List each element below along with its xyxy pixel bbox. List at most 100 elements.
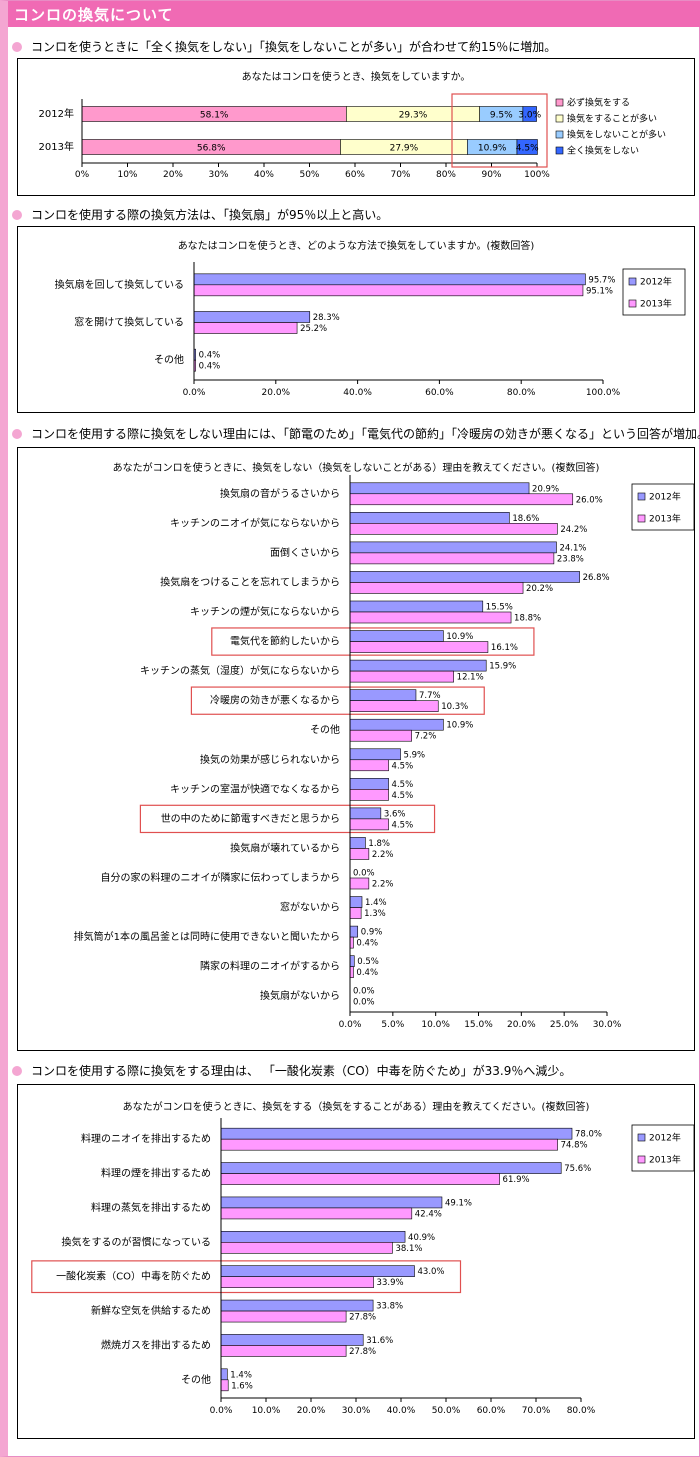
category-label: 換気の効果が感じられないから xyxy=(200,753,340,766)
data-label: 29.3% xyxy=(399,111,428,121)
bar-2013 xyxy=(349,700,439,712)
category-label: 換気をするのが習慣になっている xyxy=(62,1235,212,1248)
bar-2013 xyxy=(349,523,558,535)
tick-label: 25.0% xyxy=(550,1020,579,1030)
data-label: 95.1% xyxy=(586,286,613,296)
bar-2013 xyxy=(220,1345,347,1357)
legend-label: 2012年 xyxy=(649,491,681,503)
bullet-icon xyxy=(12,210,22,220)
legend-swatch xyxy=(637,514,646,523)
category-label: 排気筒が1本の風呂釜とは同時に使用できないと聞いたから xyxy=(74,930,340,943)
data-label: 7.7% xyxy=(419,691,441,701)
bar-segment xyxy=(516,139,538,155)
data-label: 5.9% xyxy=(404,750,426,760)
chart-panel-3: あなたがコンロを使うときに、換気をしない（換気をしないことがある）理由を教えてく… xyxy=(17,447,695,1051)
data-label: 15.9% xyxy=(489,662,516,672)
category-label: 隣家の料理のニオイがするから xyxy=(200,960,340,973)
category-label: 換気扇をつけることを忘れてしまうから xyxy=(160,575,340,588)
data-label: 0.4% xyxy=(356,939,378,949)
data-label: 10.9% xyxy=(446,632,473,642)
data-label: 0.9% xyxy=(361,928,383,938)
bar-2013 xyxy=(349,759,389,772)
category-label: 換気扇がないから xyxy=(260,989,340,1002)
bar-2012 xyxy=(349,837,366,849)
data-label: 2.2% xyxy=(372,880,394,890)
section-heading-text: コンロを使用する際に換気をしない理由には、「節電のため」「電気代の節約」「冷暖房… xyxy=(31,427,700,441)
data-label: 27.8% xyxy=(349,1313,376,1323)
data-label: 75.6% xyxy=(564,1164,591,1174)
data-label: 15.5% xyxy=(486,603,513,613)
category-label: 窓を開けて換気している xyxy=(74,316,184,329)
legend-swatch xyxy=(555,146,564,155)
chart-title: あなたがコンロを使うときに、換気をする（換気をすることがある）理由を教えてくださ… xyxy=(122,1102,590,1113)
legend-label: 2013年 xyxy=(649,513,681,525)
data-label: 10.9% xyxy=(478,144,507,154)
bar-2012 xyxy=(349,630,444,642)
bar-2013 xyxy=(220,1276,374,1288)
bar-2012 xyxy=(349,896,363,908)
data-label: 23.8% xyxy=(557,554,584,564)
section-heading-text: コンロを使用する際に換気をする理由は、 「一酸化炭素（CO）中毒を防ぐため」が3… xyxy=(31,1064,572,1078)
tick-label: 80.0% xyxy=(507,388,536,398)
bar-2013 xyxy=(220,1242,393,1254)
data-label: 9.5% xyxy=(490,111,513,121)
data-label: 4.5% xyxy=(392,761,414,771)
category-label: キッチンのニオイが気にならないから xyxy=(170,516,340,529)
bar-2012 xyxy=(220,1162,562,1174)
title-bar: コンロの換気について xyxy=(8,1,700,27)
category-label: キッチンの煙が気にならないから xyxy=(190,605,340,618)
data-label: 18.8% xyxy=(514,614,541,624)
category-label: その他 xyxy=(310,723,340,736)
chart-svg-no-ventilation-reasons: 換気扇の音がうるさいから 20.9% 26.0% キッチンのニオイが気にならないから 1… xyxy=(74,475,695,1030)
data-label: 0.4% xyxy=(356,968,378,978)
bar-2012 xyxy=(349,778,389,790)
bar-2012 xyxy=(349,512,510,524)
bar-2012 xyxy=(220,1231,406,1243)
data-label: 56.8% xyxy=(197,144,226,154)
tick-label: 10% xyxy=(117,170,137,180)
data-label: 78.0% xyxy=(575,1130,602,1140)
highlight-box xyxy=(31,1260,462,1294)
bar-2013 xyxy=(349,907,362,919)
bullet-icon xyxy=(12,1066,22,1076)
tick-label: 90% xyxy=(481,170,501,180)
data-label: 38.1% xyxy=(395,1244,422,1254)
bar-segment xyxy=(522,106,537,122)
category-label: 換気扇が壊れているから xyxy=(230,841,340,854)
legend-label: 換気をしないことが多い xyxy=(567,129,666,141)
legend-swatch xyxy=(628,277,637,286)
data-label: 43.0% xyxy=(418,1267,445,1277)
category-label: 料理の蒸気を排出するため xyxy=(91,1201,211,1214)
data-label: 4.5% xyxy=(392,820,414,830)
legend-swatch xyxy=(555,114,564,123)
tick-label: 5.0% xyxy=(381,1020,404,1030)
data-label: 0.0% xyxy=(353,987,375,997)
bar-2013 xyxy=(349,877,370,890)
legend-box xyxy=(622,268,686,316)
category-label: キッチンの室温が快適でなくなるから xyxy=(170,782,340,795)
data-label: 24.1% xyxy=(559,543,586,553)
highlight-box xyxy=(211,627,535,656)
tick-label: 10.0% xyxy=(252,1406,281,1416)
legend-label: 全く換気をしない xyxy=(567,145,639,157)
bar-2013 xyxy=(349,493,574,506)
bar-2013 xyxy=(220,1310,347,1323)
section-heading-1: コンロを使うときに「全く換気をしない」「換気をしないことが多い」が合わせて約15… xyxy=(12,38,556,55)
bar-2013 xyxy=(349,818,389,831)
chart-title: あなたはコンロを使うとき、換気をしていますか。 xyxy=(241,72,471,83)
tick-label: 40.0% xyxy=(387,1406,416,1416)
legend-label: 2012年 xyxy=(640,276,672,288)
bar-2013 xyxy=(220,1173,500,1185)
data-label: 1.3% xyxy=(364,909,386,919)
bar-2013 xyxy=(349,641,489,653)
section-heading-text: コンロを使うときに「全く換気をしない」「換気をしないことが多い」が合わせて約15… xyxy=(31,40,557,54)
bar-2012 xyxy=(220,1334,364,1346)
category-label: 新鮮な空気を供給するため xyxy=(91,1304,211,1317)
data-label: 20.2% xyxy=(526,584,553,594)
category-label: 換気扇を回して換気している xyxy=(55,278,184,291)
data-label: 33.9% xyxy=(377,1278,404,1288)
tick-label: 30.0% xyxy=(342,1406,371,1416)
tick-label: 0.0% xyxy=(210,1406,233,1416)
tick-label: 0.0% xyxy=(183,388,206,398)
bar-2013 xyxy=(220,1138,558,1151)
